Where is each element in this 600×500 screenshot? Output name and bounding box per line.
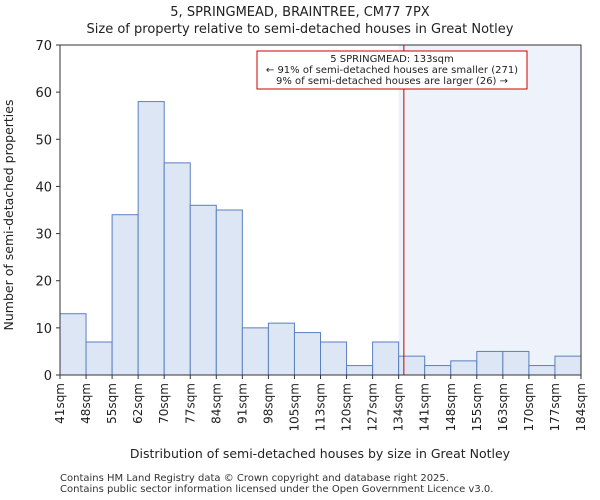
x-tick-label-184sqm: 184sqm	[574, 383, 588, 431]
y-tick-label-20: 20	[35, 275, 52, 290]
x-tick-label-77sqm: 77sqm	[183, 383, 197, 424]
bar-62sqm	[137, 101, 165, 376]
x-tick-label-120sqm: 120sqm	[340, 383, 354, 431]
x-axis-label: Distribution of semi-detached houses by …	[130, 446, 511, 461]
x-tick-label-127sqm: 127sqm	[366, 383, 380, 431]
bar-91sqm	[241, 327, 269, 376]
chart-subtitle: Size of property relative to semi-detach…	[87, 22, 514, 37]
x-tick-label-177sqm: 177sqm	[548, 383, 562, 431]
x-tick-label-155sqm: 155sqm	[470, 383, 484, 431]
x-tick-label-84sqm: 84sqm	[209, 383, 223, 424]
annotation-box	[256, 50, 528, 90]
bar-77sqm	[189, 204, 217, 376]
bar-84sqm	[215, 209, 243, 376]
highlight-region	[398, 45, 581, 375]
bar-177sqm	[554, 355, 582, 376]
x-tick-label-98sqm: 98sqm	[261, 383, 275, 424]
bar-48sqm	[85, 341, 113, 376]
x-tick-label-62sqm: 62sqm	[131, 383, 145, 424]
chart-title: 5, SPRINGMEAD, BRAINTREE, CM77 7PX	[170, 5, 430, 20]
plot-area: 0 10 20 30 40 50 60 70 41sqm 48sqm 55sqm 62sqm 70sqm…	[35, 39, 588, 431]
y-tick-label-60: 60	[35, 86, 52, 101]
y-tick-label-10: 10	[35, 322, 52, 337]
x-tick-label-105sqm: 105sqm	[287, 383, 301, 431]
x-tick-label-163sqm: 163sqm	[496, 383, 510, 431]
bar-163sqm	[502, 350, 530, 376]
bar-55sqm	[111, 214, 139, 376]
footer-copyright: Contains HM Land Registry data © Crown c…	[60, 473, 449, 484]
x-tick-label-148sqm: 148sqm	[444, 383, 458, 431]
bar-105sqm	[293, 332, 322, 376]
x-tick-label-70sqm: 70sqm	[157, 383, 171, 424]
bar-141sqm	[424, 365, 452, 376]
bar-98sqm	[267, 322, 295, 376]
annotation-larger: 9% of semi-detached houses are larger (2…	[276, 76, 508, 87]
annotation-smaller: ← 91% of semi-detached houses are smalle…	[266, 65, 518, 76]
bar-134sqm	[398, 355, 426, 376]
bar-113sqm	[320, 341, 348, 376]
x-tick-label-55sqm: 55sqm	[105, 383, 119, 424]
y-tick-label-0: 0	[44, 369, 52, 384]
y-axis-label: Number of semi-detached properties	[1, 100, 16, 331]
x-tick-label-41sqm: 41sqm	[53, 383, 67, 424]
annotation-title: 5 SPRINGMEAD: 133sqm	[330, 54, 453, 65]
x-tick-label-113sqm: 113sqm	[314, 383, 328, 431]
x-tick-label-91sqm: 91sqm	[235, 383, 249, 424]
bar-70sqm	[163, 162, 191, 376]
x-tick-label-141sqm: 141sqm	[418, 383, 432, 431]
bar-127sqm	[372, 341, 400, 376]
y-tick-label-30: 30	[35, 228, 52, 243]
footer-licence: Contains public sector information licen…	[60, 484, 494, 495]
bar-170sqm	[528, 365, 556, 376]
bar-155sqm	[476, 350, 504, 376]
x-tick-label-48sqm: 48sqm	[79, 383, 93, 424]
x-tick-label-134sqm: 134sqm	[392, 383, 406, 431]
y-tick-label-70: 70	[35, 39, 52, 54]
x-tick-label-170sqm: 170sqm	[522, 383, 536, 431]
bar-120sqm	[346, 365, 374, 376]
bar-148sqm	[450, 360, 478, 376]
y-tick-label-40: 40	[35, 180, 52, 195]
y-tick-label-50: 50	[35, 133, 52, 148]
bar-41sqm	[59, 313, 87, 376]
